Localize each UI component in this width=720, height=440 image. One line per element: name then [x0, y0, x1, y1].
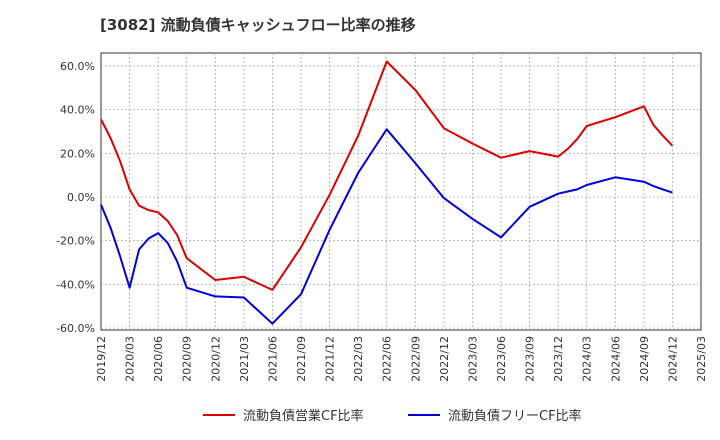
x-tick-label: 2022/09 — [409, 336, 422, 382]
x-tick-label: 2024/06 — [609, 336, 622, 382]
series-line-1 — [100, 60, 674, 291]
y-tick-label: -20.0% — [56, 235, 95, 248]
x-tick-label: 2023/09 — [524, 336, 537, 382]
x-tick-label: 2025/03 — [695, 336, 708, 382]
legend: 流動負債営業CF比率 流動負債フリーCF比率 — [203, 408, 582, 424]
x-tick-label: 2021/12 — [324, 336, 337, 382]
x-tick-label: 2022/03 — [352, 336, 365, 382]
x-tick-label: 2022/06 — [381, 336, 394, 382]
x-tick-label: 2020/03 — [124, 336, 137, 382]
x-tick-label: 2024/09 — [638, 336, 651, 382]
x-tick-label: 2023/06 — [495, 336, 508, 382]
y-tick-label: 40.0% — [60, 104, 95, 117]
legend-label-1: 流動負債営業CF比率 — [243, 408, 364, 424]
legend-label-2: 流動負債フリーCF比率 — [448, 408, 582, 424]
x-tick-label: 2023/12 — [552, 336, 565, 382]
x-tick-label: 2021/06 — [266, 336, 279, 382]
y-tick-label: -40.0% — [56, 278, 95, 291]
axes: 2019/12 2020/03 2020/06 2020/09 2020/12 2021/… — [56, 60, 708, 382]
x-tick-label: 2020/12 — [209, 336, 222, 382]
grid — [100, 52, 702, 331]
x-tick-label: 2024/03 — [581, 336, 594, 382]
x-tick-label: 2022/12 — [438, 336, 451, 382]
chart-title: [3082] 流動負債キャッシュフロー比率の推移 — [100, 16, 416, 34]
y-tick-label: 60.0% — [60, 60, 95, 73]
series-line-2 — [100, 128, 673, 325]
x-tick-label: 2023/03 — [466, 336, 479, 382]
x-tick-label: 2019/12 — [95, 336, 108, 382]
x-tick-label: 2021/09 — [295, 336, 308, 382]
y-tick-label: 20.0% — [60, 147, 95, 160]
x-tick-label: 2020/06 — [152, 336, 165, 382]
y-tick-label: 0.0% — [67, 191, 95, 204]
series — [100, 60, 674, 325]
y-tick-label: -60.0% — [56, 322, 95, 335]
x-tick-label: 2020/09 — [181, 336, 194, 382]
x-tick-label: 2024/12 — [666, 336, 679, 382]
x-tick-label: 2021/03 — [238, 336, 251, 382]
plot-frame — [100, 52, 702, 331]
